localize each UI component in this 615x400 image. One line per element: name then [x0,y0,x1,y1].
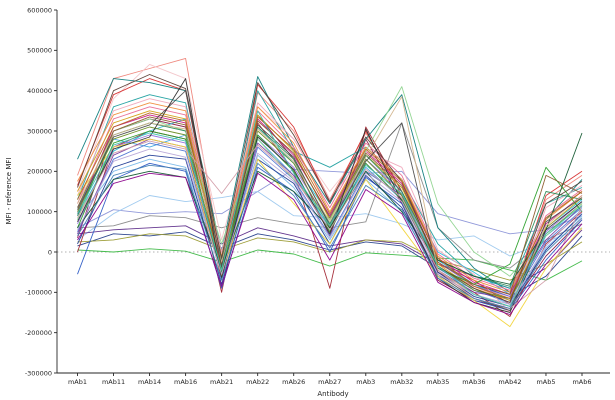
x-tick-label: mAb16 [174,378,197,386]
x-tick-label: mAb26 [282,378,305,386]
y-tick-label: 500000 [27,47,52,55]
x-tick-label: mAb36 [462,378,485,386]
series-line [77,248,583,281]
series-line [77,154,583,305]
y-tick-label: 400000 [27,87,52,95]
x-axis-title: Antibody [317,390,348,398]
x-tick-label: mAb3 [356,378,375,386]
series-line [77,132,583,285]
x-tick-label: mAb27 [318,378,341,386]
series-line [77,110,583,307]
series-lines [77,57,583,328]
series-line [77,142,583,303]
x-tick-label: mAb11 [102,378,125,386]
series-line [77,130,583,285]
x-tick-label: mAb22 [246,378,269,386]
series-line [77,116,583,295]
series-line [77,233,583,281]
x-axis: mAb1 mAb11 mAb14 mAb16 mAb21 mAb22 mAb26 mAb27 m… [57,372,610,386]
y-tick-label: 100000 [27,208,52,216]
series-line [77,110,583,301]
series-line [77,63,583,313]
y-tick-label: 200000 [27,168,52,176]
x-tick-label: mAb21 [210,378,233,386]
y-tick-label: 0 [48,248,52,256]
series-line [77,122,583,287]
series-line [77,98,583,313]
x-tick-label: mAb35 [426,378,449,386]
x-tick-label: mAb5 [536,378,555,386]
y-tick-label: -100000 [25,289,52,297]
x-tick-label: mAb14 [138,378,161,386]
y-axis-title: MFI - reference MFI [5,158,13,225]
series-line [77,162,583,311]
y-tick-label: 600000 [27,6,52,14]
x-tick-label: mAb42 [498,378,521,386]
series-line [77,162,583,309]
series-line [77,148,583,305]
series-line [77,102,583,293]
series-line [77,112,583,299]
y-tick-label: 300000 [27,127,52,135]
series-line [77,172,583,315]
series-line [77,168,583,235]
series-line [77,138,583,328]
series-line [77,78,583,313]
x-tick-label: mAb6 [572,378,591,386]
y-tick-label: -200000 [25,329,52,337]
series-line [77,74,583,303]
y-tick-label: -300000 [25,369,52,377]
series-line [77,86,583,277]
series-line [77,90,583,289]
x-tick-label: mAb1 [68,378,87,386]
x-tick-label: mAb32 [390,378,413,386]
series-line [77,57,583,301]
y-axis: -300000 -200000 -100000 0 100000 200000 300000… [25,6,58,377]
series-line [77,106,583,291]
